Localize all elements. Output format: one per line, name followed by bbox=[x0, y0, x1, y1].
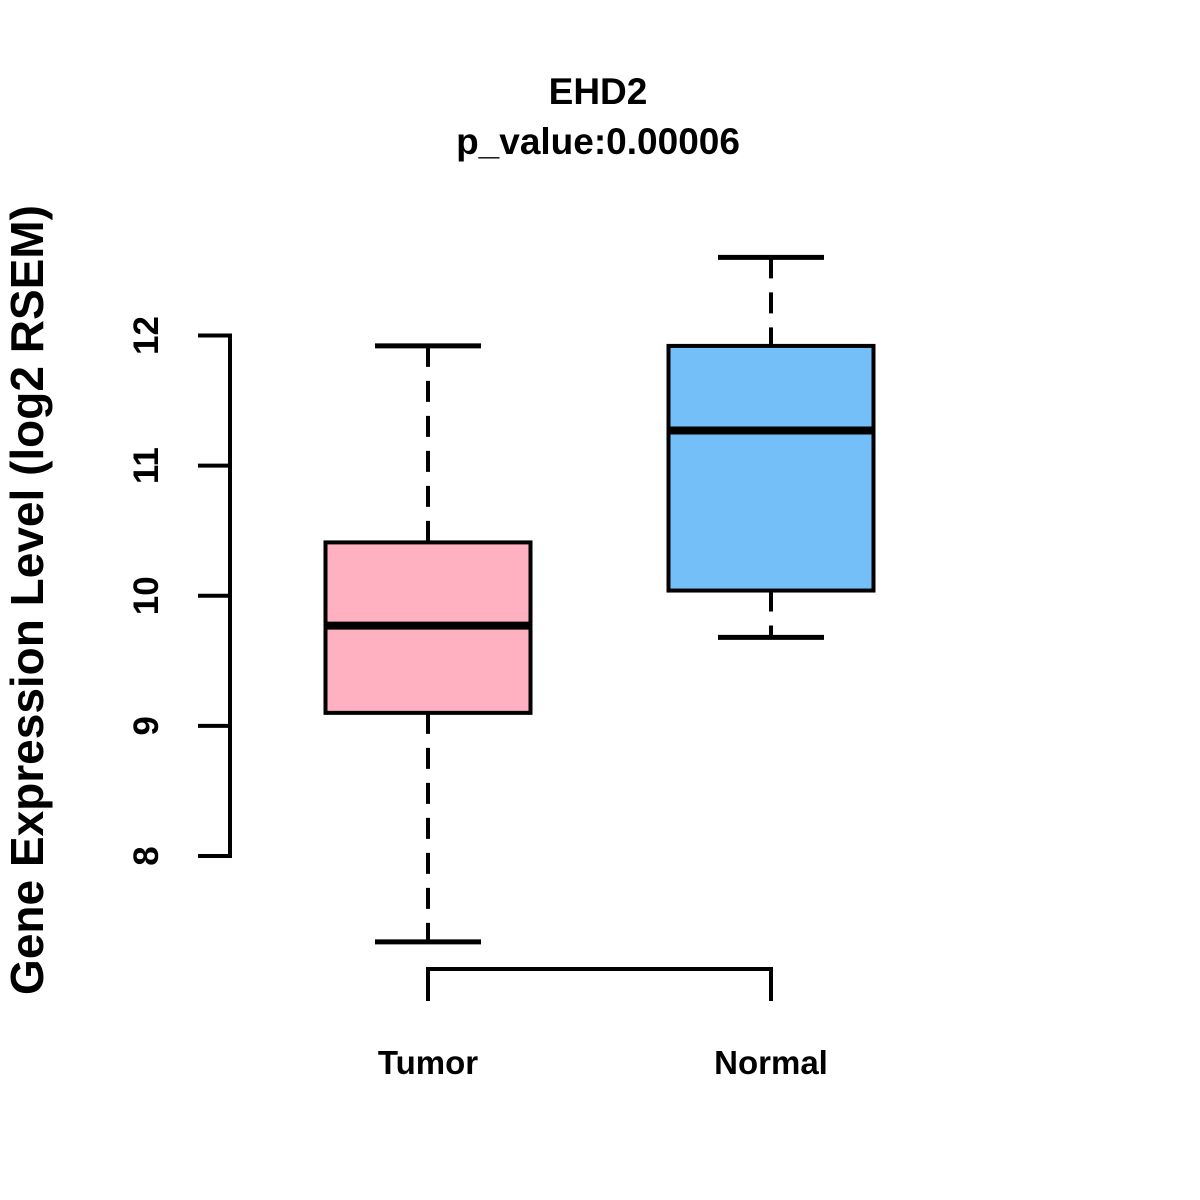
y-tick-label: 12 bbox=[127, 316, 166, 355]
iqr-box bbox=[666, 343, 876, 593]
y-tick-label: 9 bbox=[127, 716, 166, 735]
boxplot-series bbox=[323, 254, 876, 945]
chart-title: EHD2 bbox=[549, 71, 648, 112]
y-tick-label: 11 bbox=[127, 447, 166, 484]
y-axis: 8 9 10 11 12 bbox=[127, 316, 232, 866]
x-axis-label-normal: Normal bbox=[714, 1044, 828, 1081]
p-value-subtitle: p_value:0.00006 bbox=[456, 121, 740, 162]
x-axis: Tumor Normal bbox=[378, 967, 828, 1081]
boxplot-tumor bbox=[323, 343, 533, 945]
x-axis-line bbox=[426, 967, 773, 1001]
boxplot-normal bbox=[666, 254, 876, 640]
y-axis-title: Gene Expression Level (log2 RSEM) bbox=[1, 205, 53, 995]
y-tick-label: 10 bbox=[127, 576, 166, 615]
y-tick-label: 8 bbox=[127, 846, 166, 865]
x-axis-label-tumor: Tumor bbox=[378, 1044, 478, 1081]
